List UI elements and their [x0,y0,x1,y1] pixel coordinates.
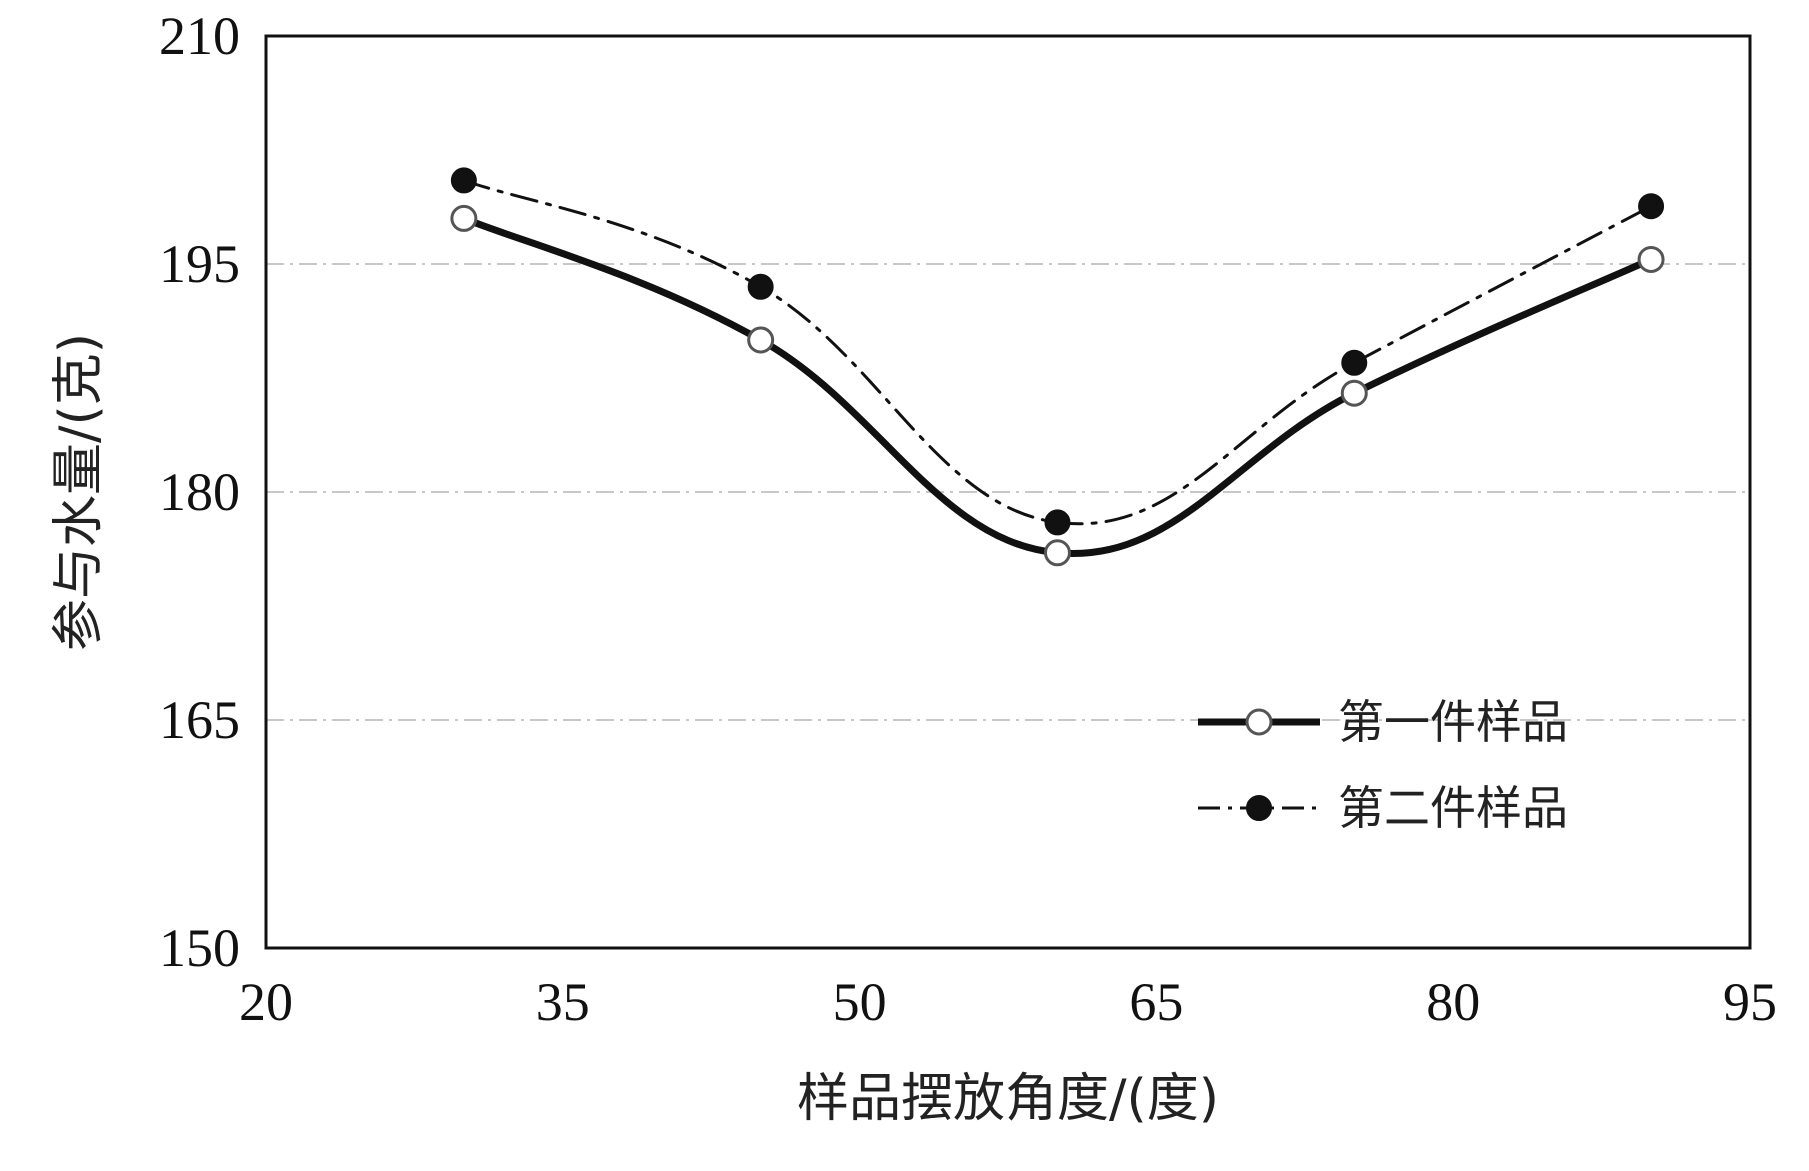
x-tick-label-35: 35 [536,972,590,1032]
y-tick-label-210: 210 [159,6,240,66]
series-1 [450,204,1665,567]
y-tick-label-195: 195 [159,234,240,294]
series-2-point-60 [1044,509,1071,536]
legend-marker-series-2 [1246,795,1272,821]
gridlines [266,263,1750,721]
legend-item-series-2: 第二件样品 [1198,781,1568,835]
series-1-point-60 [1043,539,1071,567]
legend-label-series-2: 第二件样品 [1338,781,1568,835]
legend-marker-series-1 [1245,708,1273,736]
series-2 [450,167,1665,536]
legend-label-series-1: 第一件样品 [1338,695,1568,749]
x-axis-title: 样品摆放角度/(度) [797,1069,1219,1129]
x-tick-label-20: 20 [239,972,293,1032]
x-axis-ticks: 20 35 50 65 80 95 [239,972,1777,1032]
y-axis-title: 参与水量/(克) [49,333,109,651]
series-2-point-90 [1638,193,1665,220]
y-tick-label-150: 150 [159,918,240,978]
legend: 第一件样品 第二件样品 [1198,695,1568,835]
series-1-point-45 [747,326,775,354]
series-1-point-30 [450,204,478,232]
series-2-point-45 [747,273,774,300]
series-1-point-90 [1637,245,1665,273]
y-tick-label-165: 165 [159,690,240,750]
x-tick-label-80: 80 [1426,972,1480,1032]
y-tick-label-180: 180 [159,462,240,522]
x-tick-label-65: 65 [1129,972,1183,1032]
y-axis-ticks: 150 165 180 195 210 [159,6,240,978]
series-2-point-75 [1341,349,1368,376]
x-tick-label-50: 50 [833,972,887,1032]
x-tick-label-95: 95 [1723,972,1777,1032]
series-group [450,167,1665,567]
series-2-point-30 [450,167,477,194]
plot-area-frame [264,34,1752,950]
series-1-point-75 [1340,379,1368,407]
legend-item-series-1: 第一件样品 [1198,695,1568,749]
